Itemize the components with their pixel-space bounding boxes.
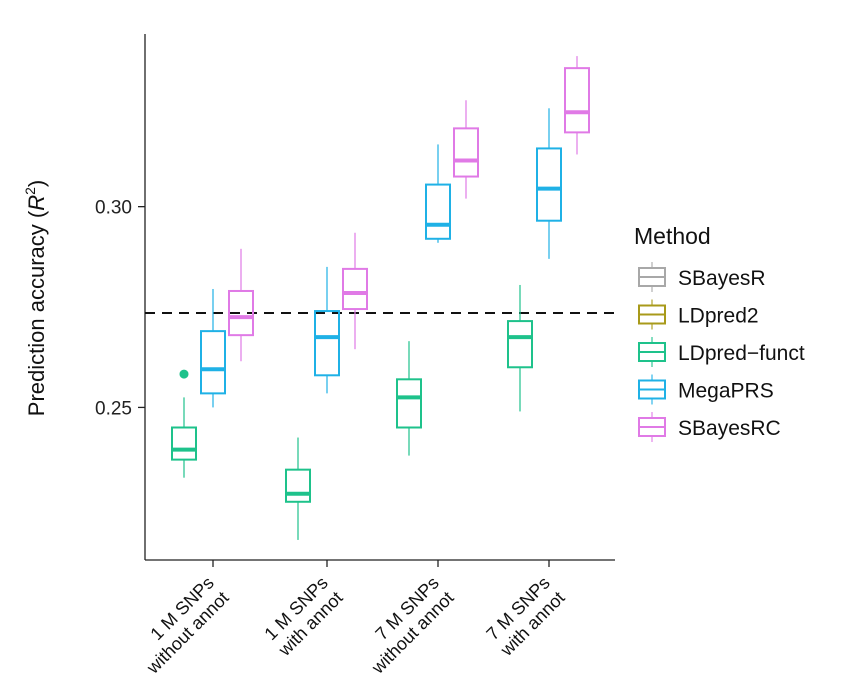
x-category-label: 1 M SNPswithout annot [127, 573, 232, 678]
legend-label: LDpred2 [678, 305, 759, 328]
box-group [171, 56, 590, 540]
y-axis-title: Prediction accuracy (R2) [22, 180, 49, 416]
y-tick-label: 0.30 [95, 198, 132, 219]
legend-label: SBayesRC [678, 417, 781, 440]
box-body [536, 147, 562, 222]
legend: Method SBayesR LDpred2 LDpred−funct MegaPRS… [634, 223, 805, 442]
outlier-point [179, 369, 189, 379]
box-megaprs [314, 266, 340, 394]
legend-entry-ldpredfunct: LDpred−funct [638, 337, 805, 367]
x-category-label: 7 M SNPswith annot [481, 573, 569, 661]
box-body [396, 378, 422, 429]
box-ldpredfunct [396, 341, 422, 456]
x-category-label: 1 M SNPswith annot [259, 573, 347, 661]
y-tick-label: 0.25 [95, 398, 132, 419]
legend-entry-megaprs: MegaPRS [638, 374, 774, 405]
legend-label: SBayesR [678, 267, 766, 290]
legend-entry-sbayesr: SBayesR [638, 262, 766, 292]
legend-label: LDpred−funct [678, 342, 805, 365]
box-body [564, 67, 590, 134]
box-sbayesrc [453, 100, 479, 199]
legend-label: MegaPRS [678, 380, 774, 403]
x-ticks: 1 M SNPswithout annot 1 M SNPswith annot 7… [127, 560, 569, 678]
box-sbayesrc [564, 56, 590, 155]
box-body [171, 426, 197, 461]
box-sbayesrc [342, 232, 368, 350]
box-body [228, 289, 254, 337]
box-megaprs [200, 288, 226, 408]
box-ldpredfunct [507, 284, 533, 412]
legend-entry-ldpred: LDpred2 [638, 299, 759, 330]
box-body [453, 127, 479, 178]
box-body [342, 267, 368, 311]
box-megaprs [425, 144, 451, 243]
box-body [507, 320, 533, 369]
box-ldpredfunct [171, 369, 197, 478]
box-body [285, 468, 311, 503]
x-category-label: 7 M SNPswithout annot [352, 573, 457, 678]
box-body [200, 330, 226, 395]
box-body [314, 310, 340, 377]
box-ldpredfunct [285, 437, 311, 540]
box-sbayesrc [228, 248, 254, 362]
box-body [425, 183, 451, 240]
box-megaprs [536, 108, 562, 259]
legend-title: Method [634, 223, 711, 249]
y-ticks: 0.25 0.30 [95, 198, 145, 419]
legend-entry-sbayesrc: SBayesRC [638, 412, 781, 442]
